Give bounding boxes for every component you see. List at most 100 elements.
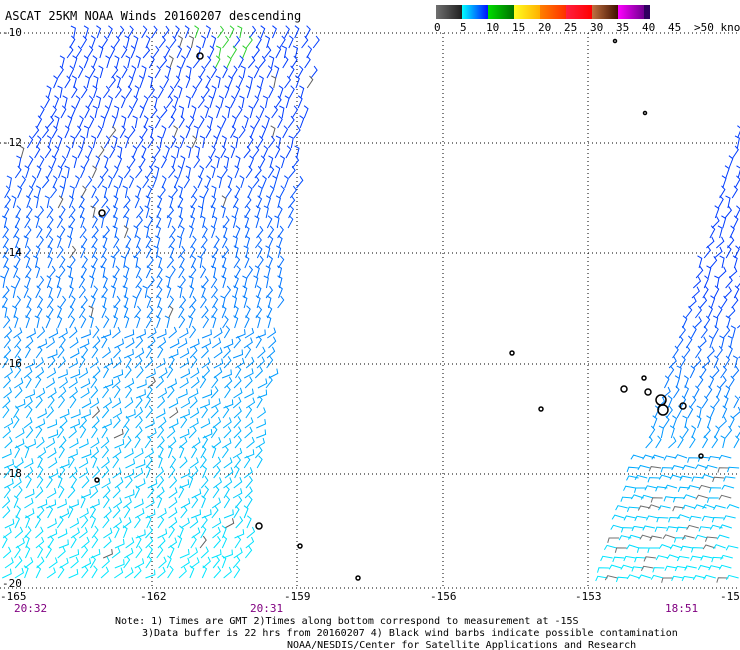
wind-barb xyxy=(92,336,101,349)
wind-barb xyxy=(268,336,277,349)
wind-barb xyxy=(225,105,231,119)
wind-barb xyxy=(79,508,89,519)
wind-barb xyxy=(233,387,243,399)
wind-barb xyxy=(168,349,179,359)
wind-barb xyxy=(81,449,92,459)
wind-barb xyxy=(221,165,228,179)
wind-barb xyxy=(112,225,118,239)
wind-barb xyxy=(607,537,620,543)
wind-barb xyxy=(153,145,161,159)
wind-barb xyxy=(158,185,166,199)
wind-barb xyxy=(178,305,185,319)
wind-barb xyxy=(87,95,94,109)
wind-barb xyxy=(57,546,66,559)
wind-barb xyxy=(270,125,276,139)
wind-barb xyxy=(24,557,34,569)
wind-barb xyxy=(198,115,205,129)
wind-barb xyxy=(274,215,280,229)
wind-barb xyxy=(91,245,98,259)
island xyxy=(641,375,647,381)
wind-barb xyxy=(135,55,141,69)
wind-barb xyxy=(223,426,232,439)
wind-barb xyxy=(14,515,21,529)
wind-barb xyxy=(12,415,20,429)
wind-barb xyxy=(25,425,34,439)
island xyxy=(698,453,704,459)
wind-barb xyxy=(11,195,17,209)
wind-barb xyxy=(676,335,684,349)
wind-barb xyxy=(259,105,265,119)
wind-barb xyxy=(46,475,53,489)
note-line-1: Note: 1) Times are GMT 2)Times along bot… xyxy=(115,616,579,627)
legend-tick: 40 xyxy=(642,21,656,34)
wind-barb xyxy=(253,275,259,289)
wind-barb xyxy=(233,135,239,149)
wind-barb xyxy=(652,567,665,573)
wind-barb xyxy=(112,135,118,149)
wind-barb xyxy=(703,426,711,439)
wind-barb xyxy=(235,357,245,369)
wind-barb xyxy=(69,337,79,349)
wind-barb xyxy=(725,245,732,259)
wind-barb xyxy=(147,135,155,149)
wind-barb xyxy=(288,165,296,179)
wind-barb xyxy=(14,445,21,459)
wind-barb xyxy=(14,438,25,449)
wind-barb xyxy=(57,85,63,99)
wind-barb xyxy=(222,35,230,49)
wind-barb xyxy=(123,295,129,309)
wind-barb xyxy=(271,25,277,39)
wind-barb xyxy=(233,406,242,419)
wind-barb xyxy=(731,365,740,379)
wind-barb xyxy=(78,285,86,299)
wind-barb xyxy=(136,205,144,219)
wind-barb xyxy=(243,245,249,259)
wind-barb xyxy=(92,366,101,379)
legend-tick: 30 xyxy=(590,21,604,34)
wind-barb xyxy=(256,455,263,469)
wind-barb xyxy=(100,329,112,339)
wind-barb xyxy=(220,295,226,309)
wind-barb xyxy=(145,315,152,329)
wind-barb xyxy=(90,35,96,49)
wind-barb xyxy=(169,225,176,239)
wind-barb xyxy=(25,205,33,219)
wind-barb xyxy=(197,95,205,109)
wind-barb xyxy=(210,165,216,179)
time-label: 20:32 xyxy=(14,602,48,615)
wind-barb xyxy=(47,285,53,299)
wind-barb xyxy=(101,195,109,209)
wind-barb xyxy=(267,225,275,239)
wind-barb xyxy=(157,387,168,399)
wind-barb xyxy=(135,315,141,329)
wind-barb xyxy=(64,165,70,179)
wind-barb xyxy=(233,35,241,49)
wind-barb xyxy=(103,549,113,559)
wind-barb xyxy=(57,65,64,79)
wind-barb xyxy=(189,285,195,299)
wind-barb xyxy=(215,45,222,59)
wind-barb xyxy=(156,357,166,369)
wind-barb xyxy=(277,295,285,309)
wind-barb xyxy=(173,75,181,89)
wind-barb xyxy=(190,185,198,199)
wind-barb xyxy=(124,435,132,449)
wind-barb xyxy=(69,326,78,339)
wind-barb xyxy=(166,95,174,109)
wind-barb xyxy=(177,205,183,219)
wind-barb xyxy=(719,524,732,530)
wind-barb xyxy=(141,65,147,79)
wind-barb xyxy=(136,366,144,379)
wind-barb xyxy=(91,135,97,149)
wind-barb xyxy=(203,185,209,199)
wind-barb xyxy=(630,494,644,500)
wind-barb xyxy=(59,408,70,419)
wind-barb xyxy=(35,357,45,369)
wind-barb xyxy=(644,485,658,491)
wind-barb xyxy=(255,305,263,319)
wind-barb xyxy=(255,205,261,219)
wind-barb xyxy=(47,505,54,519)
wind-barb xyxy=(113,185,119,199)
wind-barb xyxy=(199,245,207,259)
wind-barb xyxy=(259,155,266,169)
